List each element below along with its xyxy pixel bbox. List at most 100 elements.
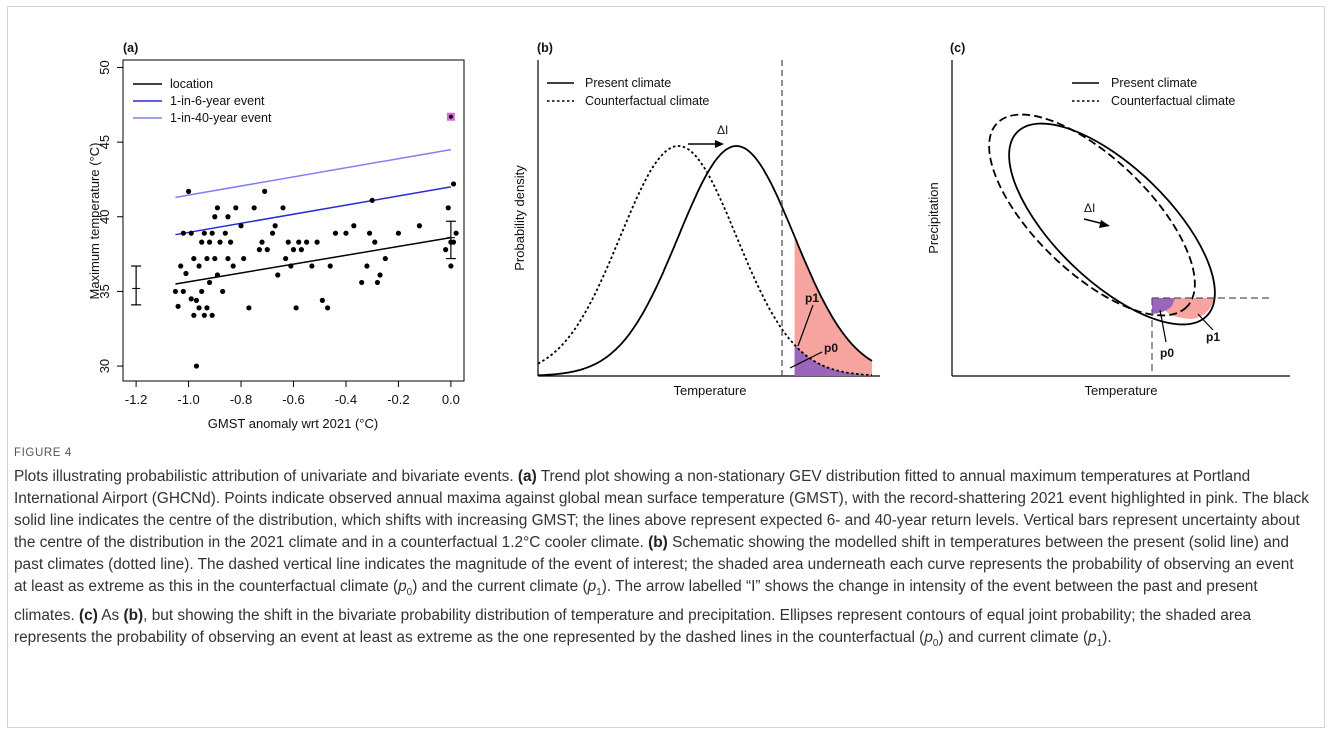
panel-a: (a) -1.2 -1.0 -0.8 -0.6 -0.4 -0.2 0.0 30 35 40 45… [87,41,465,431]
panel-c-p0-label: p0 [1160,346,1174,360]
legend-label: location [170,77,213,91]
caption-b-text-1: Schematic showing the modelled shift in … [14,534,1294,596]
y-tick-label: 40 [97,210,112,224]
data-point [180,288,186,295]
data-point [369,197,375,203]
panel-b-shift-arrowhead [715,140,724,148]
panel-c-tag: (c) [950,41,965,55]
data-point [351,223,357,229]
figure-frame [7,6,1325,728]
panel-c-present-ellipse [1008,122,1216,326]
panel-c-legend-present: Present climate [1111,76,1197,90]
data-point [377,272,383,278]
data-point [196,305,202,311]
panel-b: (b) Temperature Probability density ΔI p… [512,41,880,398]
data-point [309,263,315,269]
data-point [241,255,247,262]
data-point [227,239,234,245]
data-point [201,230,207,236]
data-point [183,270,189,277]
data-point [212,214,218,220]
data-point [196,263,202,269]
data-point [272,223,278,229]
data-point [233,205,239,211]
data-point [199,239,205,245]
data-point [280,205,286,211]
panel-a-x-axis: -1.2 -1.0 -0.8 -0.6 -0.4 -0.2 0.0 [125,381,460,407]
data-point [185,188,192,194]
x-tick-label: -0.2 [387,392,409,407]
data-point [275,272,281,278]
panel-c-legend-counterfactual: Counterfactual climate [1111,94,1235,108]
y-tick-label: 45 [97,135,112,149]
data-point [191,312,197,318]
panel-a-legend: location 1-in-6-year event 1-in-40-year ev… [133,77,272,125]
panel-b-legend-present: Present climate [585,76,671,90]
caption-subscript: 0 [406,587,413,599]
panel-c-p1-label: p1 [1206,330,1220,344]
panel-a-plot-frame [122,59,465,382]
y-tick-label: 30 [97,359,112,373]
data-point [285,239,291,245]
data-point [212,255,218,262]
x-tick-label: -1.0 [177,392,199,407]
panel-b-p1-area [794,236,872,376]
data-point [343,230,349,236]
panel-b-p0-pointer [789,351,823,369]
figure-caption: Plots illustrating probabilistic attribu… [14,466,1310,655]
panel-b-legend-counterfactual: Counterfactual climate [585,94,709,108]
caption-c-ref: (b) [123,606,144,624]
data-point [366,230,373,236]
figure-canvas: (a) -1.2 -1.0 -0.8 -0.6 -0.4 -0.2 0.0 30 35 40 45… [87,41,1290,431]
record-2021-point [448,114,453,119]
data-point [180,230,186,236]
data-point [206,279,213,286]
data-point [206,239,213,245]
data-point [269,230,276,236]
x-tick-label: -1.2 [125,392,147,407]
data-point [222,230,228,236]
panel-c-x-axis-label: Temperature [1085,383,1158,398]
data-point [238,223,244,229]
caption-p-symbol: p [587,578,597,596]
data-point [209,312,215,318]
panel-c-shift-label: ΔI [1084,201,1095,215]
caption-subscript: 1 [1096,637,1103,649]
panel-b-counterfactual-curve [537,145,873,376]
panel-c: (c) Temperature Precipitation ΔI p1 p0 P… [926,41,1290,398]
panel-b-p0-label: p0 [824,341,838,355]
data-point [364,263,370,269]
legend-label: 1-in-40-year event [170,111,272,125]
panel-c-shift-arrowhead [1099,220,1110,228]
caption-b-text-2: ) and the current climate ( [412,578,588,596]
data-point [445,205,451,211]
data-point [225,255,231,262]
trend-line [175,186,452,236]
data-point [448,263,454,269]
caption-a-text: Trend plot showing a non-stationary GEV … [14,468,1309,552]
caption-p-symbol: p [1088,628,1097,646]
caption-subscript: 0 [932,637,939,649]
caption-intro: Plots illustrating probabilistic attribu… [14,468,514,485]
panel-b-p1-label: p1 [805,291,819,305]
y-tick-label: 50 [97,60,112,74]
caption-p-symbol: p [398,578,407,596]
data-point [172,288,179,295]
caption-b-text-3: ). The arrow labelled “I” shows the chan… [14,578,1258,624]
panel-b-present-curve [538,145,873,377]
data-point [290,247,297,253]
data-point [296,239,302,245]
panel-b-y-axis-label: Probability density [512,165,527,271]
caption-b-tag: (b) [648,534,668,552]
caption-a-tag: (a) [517,468,537,485]
data-point [450,239,457,245]
panel-a-y-axis: 30 35 40 45 50 [97,60,123,373]
data-point [204,305,210,311]
panel-a-uncertainty-bars [131,220,456,306]
panel-c-y-axis-label: Precipitation [926,182,941,254]
data-point [327,263,333,269]
data-point [450,181,457,187]
panel-a-points [172,181,459,369]
panel-b-p0-area [794,344,872,376]
data-point [288,263,294,269]
